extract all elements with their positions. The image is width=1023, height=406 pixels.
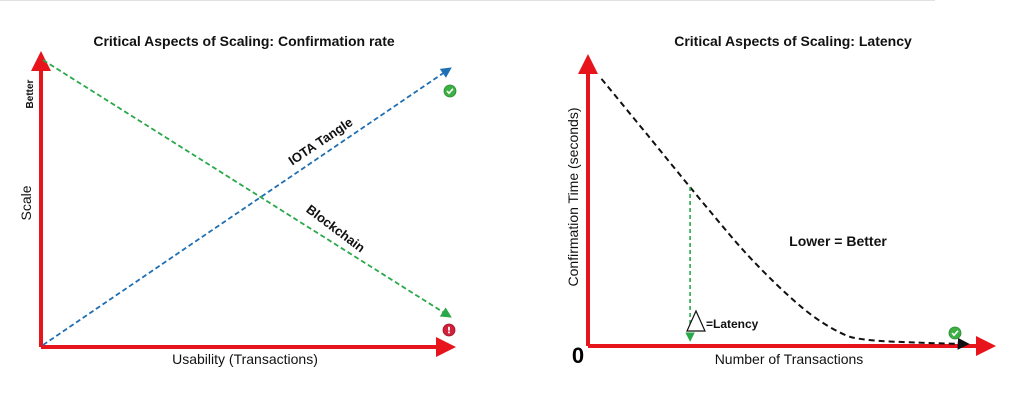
chart-latency: Critical Aspects of Scaling: Latency Con… [565, 33, 996, 368]
annotation-lower-better: Lower = Better [789, 233, 887, 249]
green-check-icon [443, 84, 457, 98]
y-axis-label: Confirmation Time (seconds) [565, 108, 581, 287]
green-check-icon [948, 326, 962, 340]
y-axis-label: Scale [18, 185, 34, 220]
delta-icon [686, 309, 706, 332]
series-label-iota-tangle: IOTA Tangle [286, 114, 356, 168]
chart-confirmation-rate: Critical Aspects of Scaling: Confirmatio… [18, 33, 457, 367]
top-divider [0, 0, 935, 1]
red-warning-icon [442, 323, 456, 337]
chart-title: Critical Aspects of Scaling: Confirmatio… [93, 33, 395, 49]
series-label-blockchain: Blockchain [303, 202, 367, 256]
latency-label: =Latency [706, 317, 759, 331]
y-axis-top-label: Better [25, 79, 36, 108]
x-axis-label: Number of Transactions [715, 351, 864, 367]
series-line-latency [600, 78, 970, 350]
series-line-blockchain [42, 59, 452, 318]
origin-label: 0 [572, 343, 584, 368]
chart-title: Critical Aspects of Scaling: Latency [674, 33, 912, 49]
x-axis-label: Usability (Transactions) [172, 351, 318, 367]
series-line-iota-tangle [42, 67, 452, 346]
